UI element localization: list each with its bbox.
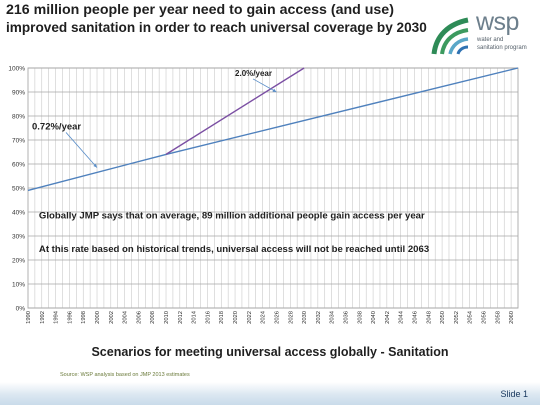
x-tick-label: 2060 (509, 311, 515, 324)
x-tick-label: 2046 (412, 311, 418, 324)
slide-number: Slide 1 (500, 389, 528, 399)
annotation-arrow (65, 132, 98, 168)
y-tick-label: 40% (12, 210, 25, 217)
x-tick-label: 2042 (385, 311, 391, 324)
y-tick-label: 50% (12, 186, 25, 193)
x-tick-label: 2038 (357, 311, 363, 324)
source-note: Source: WSP analysis based on JMP 2013 e… (60, 372, 190, 378)
x-tick-label: 2058 (495, 311, 501, 324)
x-tick-label: 2048 (426, 311, 432, 324)
x-tick-label: 2044 (399, 310, 405, 324)
x-tick-label: 1994 (54, 310, 60, 324)
logo-subtitle-line-1: water and (477, 37, 504, 43)
series-line-2pct (165, 67, 305, 155)
logo-wordmark: wsp (476, 8, 519, 36)
x-tick-label: 2032 (316, 311, 322, 324)
x-tick-label: 1990 (26, 311, 32, 324)
y-tick-label: 10% (12, 282, 25, 289)
annotation-2pct-label: 2.0%/year (235, 69, 272, 78)
x-tick-label: 2002 (109, 311, 115, 324)
slide-title-line-1: 216 million people per year need to gain… (6, 2, 394, 18)
x-tick-label: 2010 (164, 311, 170, 324)
annotation-jmp-average: Globally JMP says that on average, 89 mi… (39, 211, 425, 222)
x-tick-label: 1998 (81, 311, 87, 324)
x-tick-label: 2036 (343, 311, 349, 324)
logo-subtitle-line-2: sanitation program (477, 45, 527, 51)
x-tick-label: 2026 (274, 311, 280, 324)
y-tick-label: 100% (8, 66, 25, 73)
line-chart: 0% 10% 20% 30% 40% 50% 60% 70% 80% 90% 100% 1990 199… (8, 66, 519, 324)
y-tick-label: 60% (12, 162, 25, 169)
x-tick-label: 2024 (261, 310, 267, 324)
x-tick-label: 2004 (123, 310, 129, 324)
x-tick-label: 2012 (178, 311, 184, 324)
y-tick-label: 20% (12, 258, 25, 265)
x-tick-label: 2020 (233, 311, 239, 324)
x-tick-label: 2014 (192, 310, 198, 324)
x-tick-label: 2034 (330, 310, 336, 324)
y-tick-label: 0% (16, 306, 26, 313)
x-tick-label: 2054 (468, 310, 474, 324)
x-tick-label: 2028 (288, 311, 294, 324)
x-tick-label: 2008 (150, 311, 156, 324)
x-tick-label: 2018 (219, 311, 225, 324)
annotation-arrow (252, 78, 277, 93)
x-tick-label: 2016 (205, 311, 211, 324)
y-tick-label: 70% (12, 138, 25, 145)
y-tick-label: 80% (12, 114, 25, 121)
chart-caption: Scenarios for meeting universal access g… (91, 345, 449, 359)
x-tick-label: 2022 (247, 311, 253, 324)
wsp-logo-icon (428, 14, 472, 56)
x-tick-label: 2000 (95, 311, 101, 324)
x-tick-label: 2040 (371, 311, 377, 324)
footer-bar (0, 382, 540, 405)
x-tick-label: 2056 (481, 311, 487, 324)
annotation-arrowhead (93, 163, 98, 168)
x-tick-label: 1992 (40, 311, 46, 324)
annotation-072pct-label: 0.72%/year (32, 121, 81, 132)
y-tick-label: 30% (12, 234, 25, 241)
y-tick-label: 90% (12, 90, 25, 97)
x-tick-label: 2050 (440, 311, 446, 324)
x-tick-label: 2006 (136, 311, 142, 324)
annotation-arrowhead (272, 88, 277, 92)
x-tick-label: 1996 (67, 311, 73, 324)
annotation-universal-access-2063: At this rate based on historical trends,… (39, 244, 429, 255)
slide-title-line-2: improved sanitation in order to reach un… (6, 20, 427, 35)
x-tick-label: 2052 (454, 311, 460, 324)
x-tick-label: 2030 (302, 311, 308, 324)
